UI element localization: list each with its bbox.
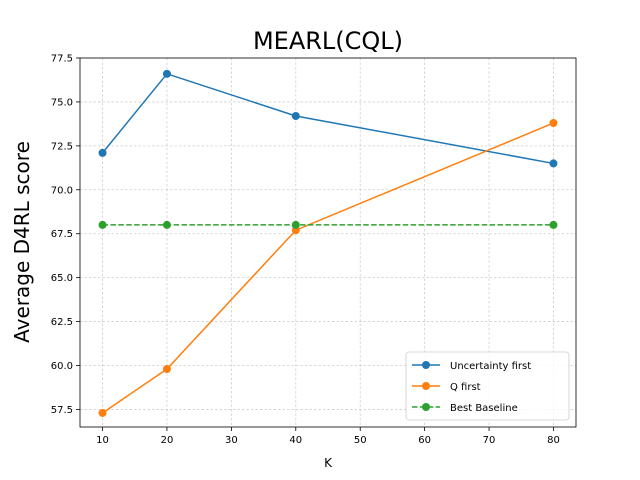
legend-marker: [422, 403, 430, 411]
data-point: [98, 148, 107, 157]
y-tick-label: 65.0: [51, 273, 73, 284]
x-tick-label: 50: [354, 435, 367, 446]
data-point: [162, 69, 171, 78]
data-point: [549, 220, 558, 229]
plot-frame: [79, 57, 577, 428]
y-tick-label: 70.0: [51, 185, 73, 196]
data-point: [549, 119, 558, 128]
data-point: [98, 220, 107, 229]
y-tick-label: 77.5: [51, 54, 73, 65]
series-layer: [98, 69, 558, 417]
y-tick-label: 72.5: [51, 141, 73, 152]
legend-label: Best Baseline: [450, 403, 518, 414]
y-tick-label: 67.5: [51, 229, 73, 240]
series-line: [102, 122, 554, 414]
data-point: [98, 408, 107, 417]
y-axis-label: Average D4RL score: [10, 141, 34, 343]
chart-title: MEARL(CQL): [253, 27, 403, 55]
x-tick-label: 70: [483, 435, 496, 446]
x-tick-label: 40: [289, 435, 302, 446]
series-2: [98, 220, 558, 229]
y-tick-label: 57.5: [51, 405, 73, 416]
legend: Uncertainty first Q first Best Baseline: [405, 351, 570, 421]
series-1: [98, 119, 558, 417]
data-point: [291, 220, 300, 229]
ticks: 10 20 30 40 50 60 70 80 57.5 60.0 62.5 65.0 67.5 70.0…: [51, 54, 560, 447]
legend-marker: [422, 361, 430, 369]
y-tick-label: 75.0: [51, 97, 73, 108]
y-tick-label: 62.5: [51, 317, 73, 328]
legend-box: [405, 351, 570, 421]
series-0: [98, 69, 558, 168]
data-point: [162, 365, 171, 374]
x-tick-label: 60: [418, 435, 431, 446]
series-line: [101, 72, 554, 165]
y-tick-label: 60.0: [51, 361, 73, 372]
legend-marker: [422, 382, 430, 390]
legend-label: Uncertainty first: [450, 361, 531, 372]
x-axis-label: K: [324, 456, 333, 470]
x-tick-label: 30: [225, 435, 238, 446]
x-tick-label: 10: [96, 435, 109, 446]
data-point: [162, 220, 171, 229]
x-tick-label: 20: [161, 435, 174, 446]
data-point: [549, 159, 558, 168]
data-point: [291, 111, 300, 120]
x-tick-label: 80: [547, 435, 560, 446]
legend-label: Q first: [450, 382, 481, 393]
